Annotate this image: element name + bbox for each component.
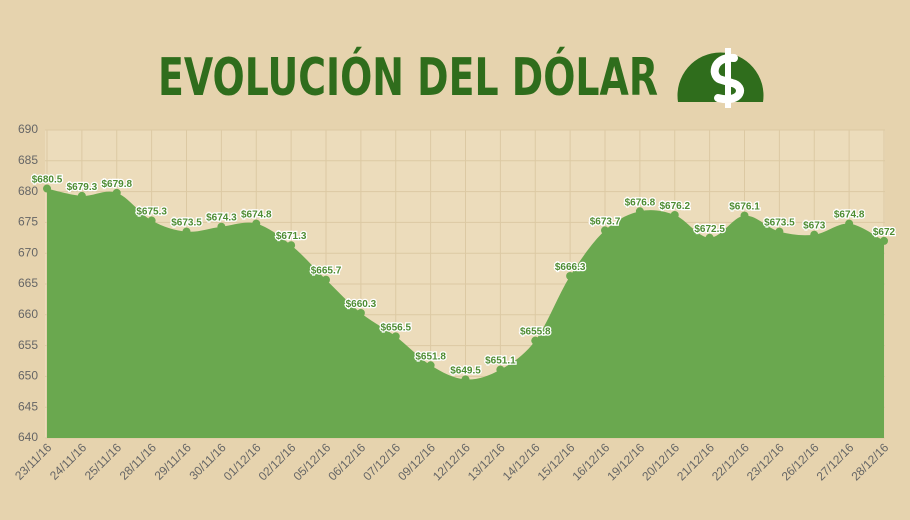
point xyxy=(217,222,226,231)
y-tick-label: 655 xyxy=(18,338,38,352)
data-label: $651.1 xyxy=(485,356,516,367)
point xyxy=(670,211,679,220)
data-label: $680.5 xyxy=(32,175,63,186)
point xyxy=(182,227,191,236)
data-label: $651.8 xyxy=(415,351,446,362)
data-label: $675.3 xyxy=(136,207,167,218)
data-label: $660.3 xyxy=(346,299,377,310)
data-label: $676.2 xyxy=(659,201,690,212)
data-label: $674.8 xyxy=(241,210,272,221)
data-label: $666.3 xyxy=(555,262,586,273)
y-tick-label: 640 xyxy=(18,430,38,444)
point xyxy=(391,332,400,341)
y-tick-label: 685 xyxy=(18,153,38,167)
y-tick-label: 665 xyxy=(18,276,38,290)
point xyxy=(845,219,854,228)
point xyxy=(77,191,86,200)
y-tick-label: 675 xyxy=(18,215,38,229)
data-label: $679.8 xyxy=(101,179,132,190)
data-label: $649.5 xyxy=(450,365,481,376)
point xyxy=(426,361,435,370)
dollar-icon xyxy=(677,48,764,108)
data-label: $674.3 xyxy=(206,213,237,224)
y-tick-label: 670 xyxy=(18,245,38,259)
point xyxy=(147,216,156,225)
point xyxy=(810,230,819,239)
y-tick-label: 650 xyxy=(18,369,38,383)
point xyxy=(112,188,121,197)
data-label: $673.5 xyxy=(171,218,202,229)
point xyxy=(705,233,714,242)
data-label: $665.7 xyxy=(311,266,342,277)
data-label: $679.3 xyxy=(67,182,98,193)
point xyxy=(775,227,784,236)
point xyxy=(496,365,505,374)
y-tick-label: 660 xyxy=(18,307,38,321)
point xyxy=(287,241,296,250)
point xyxy=(566,271,575,280)
point xyxy=(356,308,365,317)
point xyxy=(740,211,749,220)
data-label: $673.5 xyxy=(764,218,795,229)
point xyxy=(601,226,609,235)
data-label: $672 xyxy=(873,227,896,238)
point xyxy=(635,207,644,216)
data-label: $674.8 xyxy=(834,210,865,221)
y-tick-label: 645 xyxy=(18,399,38,413)
point xyxy=(880,236,888,245)
data-label: $676.8 xyxy=(625,197,656,208)
data-label: $672.5 xyxy=(694,224,725,235)
area xyxy=(47,188,884,438)
y-tick-label: 680 xyxy=(18,184,38,198)
data-label: $655.8 xyxy=(520,327,551,338)
data-label: $673 xyxy=(803,221,826,232)
data-label: $673.7 xyxy=(590,216,621,227)
point xyxy=(531,336,540,345)
point xyxy=(461,375,470,384)
data-label: $676.1 xyxy=(729,202,760,213)
point xyxy=(252,219,261,228)
data-label: $671.3 xyxy=(276,231,307,242)
y-tick-label: 690 xyxy=(18,122,38,136)
point xyxy=(322,275,330,284)
chart-title: EVOLUCIÓN DEL DÓLAR xyxy=(158,46,658,108)
data-label: $656.5 xyxy=(380,322,411,333)
point xyxy=(43,184,51,193)
